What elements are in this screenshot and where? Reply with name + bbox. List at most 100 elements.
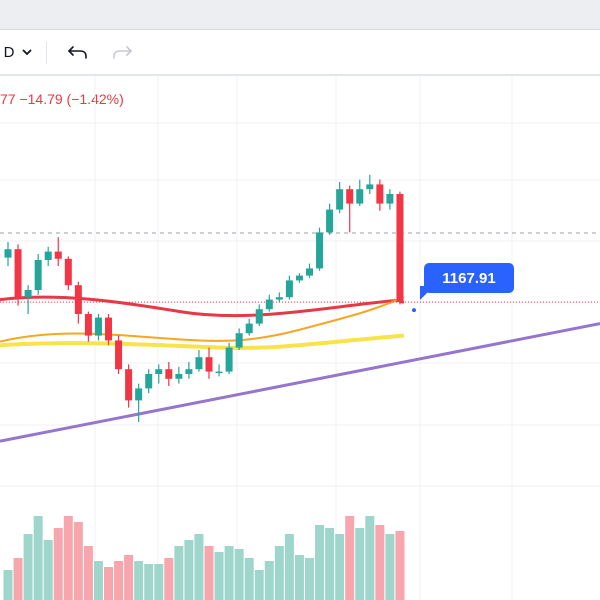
volume-bar (395, 531, 405, 600)
candle-body (175, 374, 183, 379)
price-chart[interactable] (0, 76, 600, 600)
chevron-down-icon (22, 48, 33, 55)
candle-body (396, 194, 404, 302)
candle-body (24, 290, 32, 298)
volume-bar (134, 561, 144, 600)
volume-bar (144, 564, 154, 600)
candle-body (336, 189, 344, 210)
candle-body (155, 369, 163, 374)
volume-bar (355, 528, 365, 600)
candle-body (165, 369, 173, 379)
toolbar-separator (46, 42, 47, 64)
moving-average-red (0, 295, 405, 318)
undo-icon (68, 46, 87, 59)
volume-bar (385, 534, 395, 600)
volume-bar (83, 546, 93, 600)
candle-body (376, 184, 384, 204)
candle-body (54, 251, 62, 259)
candle-body (245, 323, 253, 334)
candle-body (205, 357, 213, 372)
candlesticks (4, 174, 404, 422)
volume-bar (73, 522, 83, 600)
volume-bar (214, 552, 224, 600)
candle-body (366, 184, 374, 190)
redo-button[interactable] (108, 38, 136, 66)
candle-body (84, 314, 92, 336)
candle-body (74, 285, 82, 314)
candle-body (135, 388, 143, 401)
interval-dropdown-button[interactable]: D (0, 38, 40, 66)
volume-bar (154, 564, 164, 600)
volume-bar (335, 534, 345, 600)
volume-bar (3, 570, 13, 600)
volume-bar (204, 546, 214, 600)
volume-bar (124, 555, 134, 600)
candle-body (4, 249, 12, 258)
trendline (0, 322, 600, 443)
candle-body (195, 357, 203, 370)
volume-bar (164, 558, 174, 600)
volume-bar (224, 546, 234, 600)
browser-top-bar (0, 0, 600, 30)
interval-label: D (3, 43, 15, 61)
candle-body (145, 374, 153, 389)
candle-body (265, 299, 273, 310)
candle-body (14, 249, 22, 298)
candle-body (44, 251, 52, 260)
redo-icon (113, 46, 132, 59)
volume-bar (43, 540, 53, 600)
volume-bar (33, 516, 43, 600)
price-marker-dot (412, 308, 416, 313)
candle-body (386, 194, 394, 204)
candle-body (115, 340, 123, 370)
last-price-label: 1167.91 (424, 263, 514, 293)
candle-body (346, 189, 354, 204)
volume-bar (234, 549, 244, 600)
candle-body (295, 275, 303, 281)
volume-bar (365, 516, 375, 600)
volume-bar (345, 516, 355, 600)
undo-button[interactable] (64, 38, 92, 66)
volume-bar (305, 558, 314, 600)
volume-bar (174, 546, 184, 600)
chart-grid (0, 76, 600, 600)
candle-body (185, 369, 193, 374)
chart-toolbar: D (0, 30, 600, 76)
volume-bar (264, 561, 274, 600)
volume-bar (114, 561, 124, 600)
candle-body (64, 258, 72, 286)
moving-average-orange (0, 296, 405, 343)
volume-bar (244, 558, 254, 600)
volume-bar (104, 567, 113, 600)
candle-body (105, 317, 112, 341)
candle-body (225, 347, 233, 372)
volume-bar (53, 528, 63, 600)
volume-bar (284, 534, 294, 600)
candle-body (215, 371, 223, 374)
volume-bar (13, 558, 23, 600)
candle-body (235, 333, 243, 348)
volume-bar (23, 534, 33, 600)
moving-average-yellow (0, 333, 405, 350)
volume-bar (194, 534, 204, 600)
volume-bar (63, 516, 73, 600)
volume-bar (325, 528, 335, 600)
last-price-label-pointer (420, 286, 434, 300)
candle-body (255, 309, 263, 324)
candle-body (94, 317, 102, 336)
volume-bar (274, 546, 284, 600)
candle-body (285, 280, 293, 298)
volume-bar (254, 570, 264, 600)
volume-bar (294, 555, 304, 600)
volume-bar (184, 540, 194, 600)
volume-bar (375, 525, 385, 600)
candle-body (125, 369, 133, 401)
volume-bar (93, 561, 103, 600)
candle-body (275, 297, 283, 300)
candle-body (34, 260, 42, 290)
candle-body (316, 232, 324, 269)
candle-body (306, 268, 313, 276)
candle-body (326, 209, 334, 233)
volume-bar (315, 525, 325, 600)
candle-body (356, 189, 364, 204)
